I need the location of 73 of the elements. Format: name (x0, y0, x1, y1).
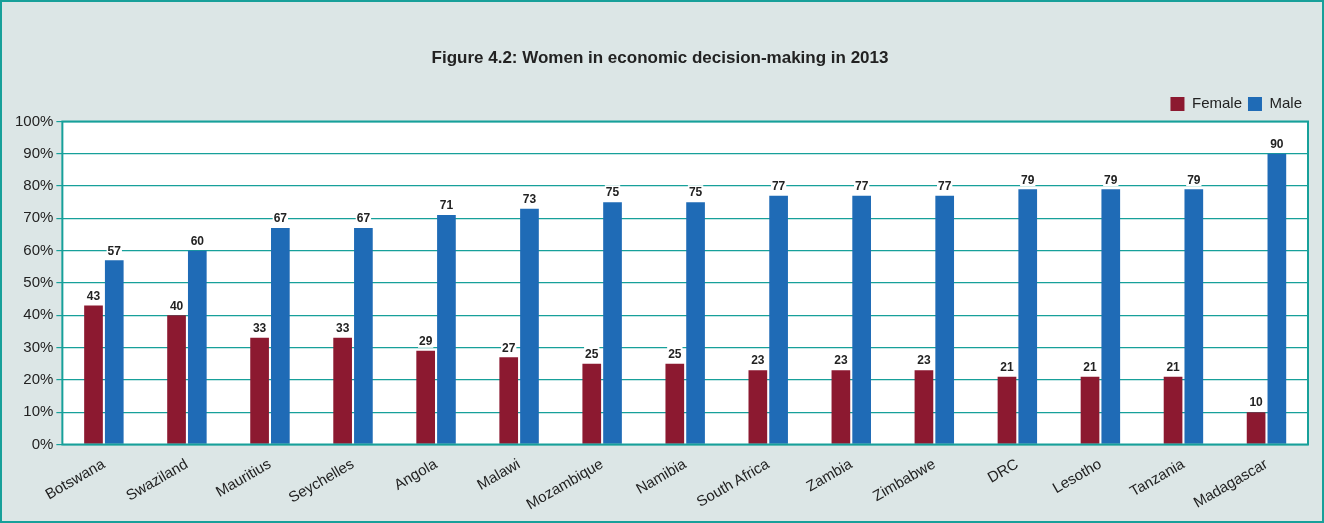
legend-label: Male (1269, 94, 1302, 112)
data-label: 60 (190, 233, 205, 248)
data-label: 75 (688, 185, 703, 200)
bar (104, 260, 124, 444)
x-tick-label: DRC (984, 454, 1022, 486)
bar (582, 363, 602, 444)
data-label: 79 (1104, 172, 1118, 187)
bar (748, 370, 768, 444)
data-label: 90 (1270, 137, 1284, 152)
y-tick-label: 30% (23, 337, 54, 355)
bar (603, 202, 622, 444)
data-label: 21 (1083, 359, 1098, 374)
bar (187, 250, 207, 444)
data-label: 79 (1021, 172, 1035, 187)
y-tick-label: 10% (23, 402, 54, 420)
data-label: 10 (1249, 395, 1264, 410)
chart-title: Figure 4.2: Women in economic decision-making in 2013 (431, 47, 889, 67)
bar (769, 195, 788, 444)
data-label: 77 (854, 179, 869, 194)
bar (852, 195, 871, 444)
data-label: 77 (938, 179, 952, 194)
data-label: 73 (522, 191, 537, 206)
bar (1080, 376, 1100, 444)
bar (686, 202, 705, 444)
y-tick-label: 90% (23, 143, 54, 161)
data-label: 27 (502, 340, 516, 355)
bar (416, 350, 436, 444)
data-label: 40 (169, 298, 184, 313)
bar (520, 208, 539, 444)
y-tick-label: 70% (23, 208, 54, 226)
bar (831, 370, 851, 444)
bar (437, 215, 456, 444)
legend-label: Female (1191, 94, 1242, 112)
data-label: 79 (1187, 172, 1201, 187)
bar (997, 376, 1017, 444)
data-label: 25 (585, 347, 599, 362)
data-label: 67 (273, 211, 288, 226)
data-label: 75 (605, 185, 620, 200)
bar (935, 195, 955, 444)
bar (250, 337, 269, 444)
y-tick-label: 50% (23, 273, 54, 291)
bar (499, 357, 519, 444)
y-tick-label: 60% (23, 240, 54, 258)
data-label: 29 (418, 334, 433, 349)
data-label: 43 (86, 288, 101, 303)
data-label: 21 (1000, 359, 1014, 374)
data-label: 77 (771, 179, 786, 194)
data-label: 23 (751, 353, 765, 368)
bar (84, 305, 103, 444)
data-label: 71 (439, 198, 454, 213)
y-tick-label: 20% (23, 370, 54, 387)
data-label: 25 (668, 347, 682, 362)
bar (1267, 153, 1287, 444)
data-label: 21 (1166, 359, 1181, 374)
bar (333, 337, 352, 444)
y-tick-label: 0% (31, 434, 54, 452)
data-label: 23 (917, 353, 931, 368)
data-label: 23 (834, 353, 848, 368)
bar (167, 315, 186, 444)
bar (665, 363, 685, 444)
x-tick-label: South Africa (693, 454, 773, 510)
bar (1163, 376, 1183, 444)
bar (271, 228, 290, 444)
data-label: 33 (335, 321, 350, 336)
data-label: 57 (107, 243, 122, 258)
y-tick-label: 40% (23, 305, 54, 323)
bar (354, 228, 373, 444)
data-label: 67 (356, 211, 371, 226)
bar (1246, 412, 1266, 444)
y-tick-label: 80% (23, 176, 54, 194)
bar (914, 370, 934, 444)
data-label: 33 (252, 321, 267, 336)
y-tick-label: 100% (14, 111, 54, 129)
